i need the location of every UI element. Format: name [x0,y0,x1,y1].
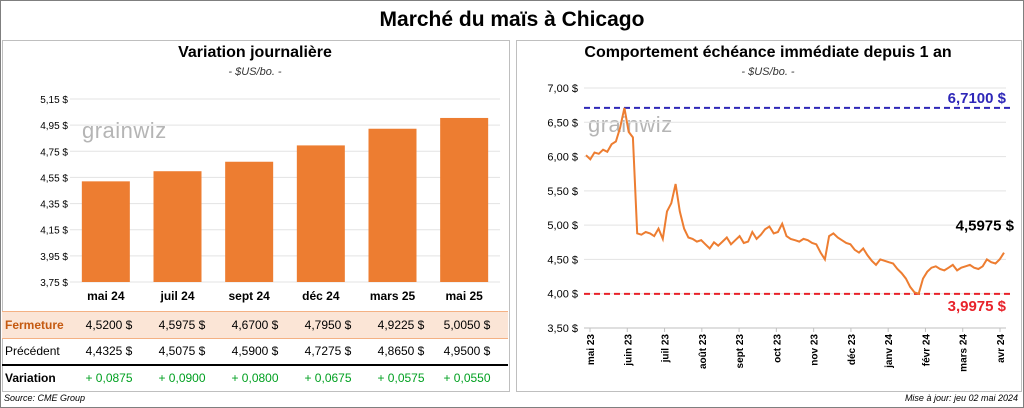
bar-x-tick-label: sept 24 [228,289,270,303]
bar [296,145,345,282]
variation-cell: + 0,0675 [304,371,352,385]
main-title: Marché du maïs à Chicago [379,8,645,31]
bar-y-tick-label: 3,75 $ [40,278,68,289]
left-unit: - $US/bo. - [228,66,282,78]
close-cell: 4,7950 $ [304,318,352,332]
last-price-label: 4,5975 $ [956,218,1015,235]
row-close-label: Fermeture [5,318,64,332]
line-x-tick-label: mars 24 [959,334,970,372]
line-x-tick-label: mai 23 [586,334,597,366]
bar-y-tick-label: 4,15 $ [40,226,68,237]
line-chart: 3,50 $ 4,00 $ 4,50 $ 5,00 $ 5,50 $ 6,00 $ 6,50… [547,83,1015,372]
line-x-tick-label: sept 23 [735,334,746,369]
line-x-tick-label: janv 24 [884,334,895,369]
variation-cell: + 0,0875 [85,371,133,385]
close-cell: 4,5975 $ [158,318,206,332]
bar-y-tick-label: 4,55 $ [40,173,68,184]
prev-cell: 4,8650 $ [377,344,425,358]
variation-cell: + 0,0575 [377,371,425,385]
bar-x-tick-label: mai 25 [445,289,483,303]
bar-x-tick-label: mai 24 [87,289,125,303]
row-prev-label: Précédent [5,344,60,358]
bar [225,161,274,282]
prev-cell: 4,5075 $ [158,344,206,358]
line-y-tick-label: 6,50 $ [547,117,578,129]
update-note: Mise à jour: jeu 02 mai 2024 [904,393,1018,403]
row-variation: Variation + 0,0875 + 0,0900 + 0,0800 + 0… [2,365,508,391]
left-panel [2,40,510,392]
source-note: Source: CME Group [4,393,86,403]
bar-x-tick-label: mars 25 [370,289,416,303]
bar-x-tick-label: juil 24 [159,289,194,303]
line-x-tick-label: févr 24 [921,334,932,367]
line-x-tick-label: août 23 [698,334,709,369]
line-x-tick-label: avr 24 [996,334,1007,363]
row-variation-label: Variation [5,371,56,385]
bar-chart: 3,75 $ 3,95 $ 4,15 $ 4,35 $ 4,55 $ 4,75 $ 4,95… [40,95,500,303]
line-y-tick-label: 7,00 $ [547,83,578,95]
line-x-tick-label: oct 23 [772,334,783,363]
close-cell: 4,5200 $ [85,318,133,332]
line-y-tick-label: 4,50 $ [547,254,578,266]
prev-cell: 4,5900 $ [231,344,279,358]
line-y-tick-label: 6,00 $ [547,152,578,164]
line-x-tick-label: nov 23 [810,334,821,366]
bar [81,181,130,282]
left-title: Variation journalière [178,44,332,61]
bar-y-tick-label: 5,15 $ [40,95,68,106]
row-prev: Précédent 4,4325 $ 4,5075 $ 4,5900 $ 4,7… [2,338,508,366]
bar [440,117,489,282]
line-y-tick-label: 5,50 $ [547,186,578,198]
right-title: Comportement échéance immédiate depuis 1… [584,44,952,61]
bar-y-tick-label: 4,75 $ [40,147,68,158]
bar [368,128,417,282]
line-y-tick-label: 5,00 $ [547,220,578,232]
right-panel [516,40,1022,392]
line-x-tick-label: déc 23 [847,334,858,366]
line-y-tick-label: 4,00 $ [547,289,578,301]
line-x-tick-label: juin 23 [623,334,634,367]
bar-y-tick-label: 4,95 $ [40,121,68,132]
variation-cell: + 0,0900 [158,371,206,385]
variation-cell: + 0,0800 [231,371,279,385]
high-label: 6,7100 $ [948,90,1007,107]
bar [153,171,202,282]
left-watermark: grainwiz [82,118,167,143]
bar-y-tick-label: 4,35 $ [40,200,68,211]
prev-cell: 4,4325 $ [85,344,133,358]
close-cell: 5,0050 $ [443,318,491,332]
close-cell: 4,6700 $ [231,318,279,332]
right-unit: - $US/bo. - [741,66,795,78]
close-cell: 4,9225 $ [377,318,425,332]
line-y-tick-label: 3,50 $ [547,323,578,335]
bar-y-tick-label: 3,95 $ [40,252,68,263]
low-label: 3,9975 $ [948,298,1007,315]
prev-cell: 4,9500 $ [443,344,491,358]
row-close: Fermeture 4,5200 $ 4,5975 $ 4,6700 $ 4,7… [2,311,508,339]
bar-x-tick-label: déc 24 [302,289,340,303]
line-x-tick-label: juil 23 [661,334,672,364]
variation-cell: + 0,0550 [443,371,491,385]
prev-cell: 4,7275 $ [304,344,352,358]
price-series-line [585,107,1005,295]
